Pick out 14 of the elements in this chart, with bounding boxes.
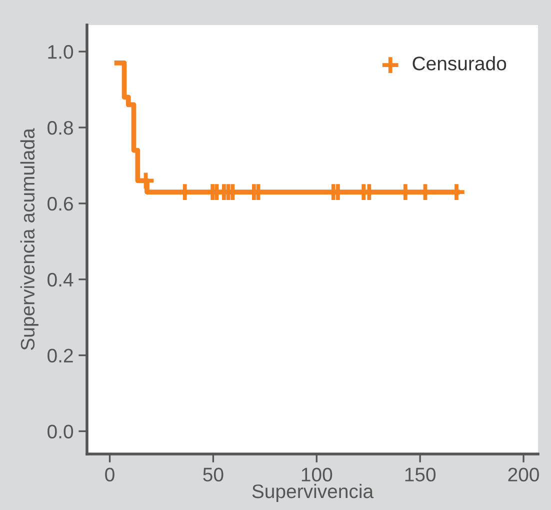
y-axis-title: Supervivencia acumulada [20, 128, 38, 350]
y-tick-label: 0.0 [48, 424, 74, 438]
y-tick-label: 0.8 [48, 120, 73, 135]
y-tick-label: 0.4 [48, 272, 74, 287]
y-tick-label: 0.2 [48, 348, 73, 363]
x-axis-title: Supervivencia [252, 484, 374, 502]
legend-label: Censurado [412, 56, 506, 70]
x-tick-label: 0 [105, 468, 114, 482]
y-tick-label: 0.6 [48, 196, 73, 211]
x-tick-label: 50 [203, 468, 224, 482]
x-tick-label: 150 [405, 468, 436, 482]
x-tick-label: 200 [508, 468, 539, 482]
x-tick-label: 100 [302, 468, 332, 482]
y-tick-label: 1.0 [48, 45, 74, 59]
